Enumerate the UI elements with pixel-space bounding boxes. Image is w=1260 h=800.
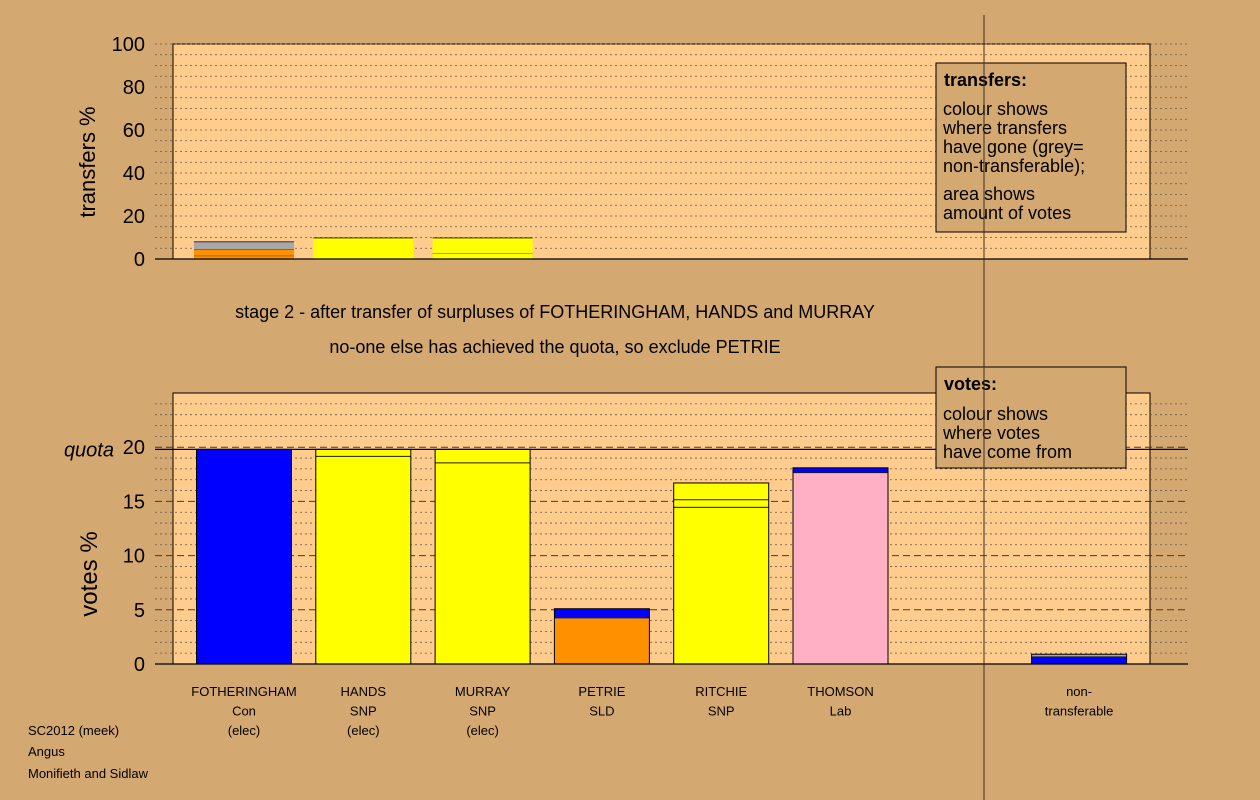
votes-legend-line: where votes <box>942 423 1040 443</box>
votes-bar-segment <box>554 608 650 618</box>
votes-category-label: SNP <box>350 704 377 719</box>
transfers-legend-line: non-transferable); <box>943 156 1085 176</box>
transfers-ytick-label: 80 <box>123 77 145 99</box>
votes-bar-segment <box>673 482 769 500</box>
votes-ytick-label: 10 <box>123 546 145 568</box>
stage-description: stage 2 - after transfer of surpluses of… <box>235 302 875 322</box>
votes-category-label: SLD <box>589 704 614 719</box>
votes-category-label: (elec) <box>228 723 261 738</box>
votes-bar-segment <box>315 449 411 456</box>
transfers-legend-line: have gone (grey= <box>943 137 1084 157</box>
transfers-ytick-label: 60 <box>123 120 145 142</box>
votes-legend: votes: colour shows where votes have com… <box>935 366 1127 469</box>
transfers-bar-segment <box>432 237 533 253</box>
votes-category-label: SNP <box>469 704 496 719</box>
votes-plot: 0 5 10 15 20 quota votes % FOTHERINGHAM Con (e… <box>64 366 1188 738</box>
votes-category-label: PETRIE <box>578 684 625 699</box>
votes-legend-line: colour shows <box>943 404 1048 424</box>
transfers-legend-line: where transfers <box>942 118 1067 138</box>
transfers-ylabel: transfers % <box>75 106 100 217</box>
votes-bars <box>196 448 1128 665</box>
transfers-legend-line: area shows <box>943 184 1035 204</box>
votes-category-label: THOMSON <box>807 684 873 699</box>
votes-bar-segment <box>435 449 531 463</box>
votes-category-label: FOTHERINGHAM <box>191 684 296 699</box>
votes-ytick-label: 0 <box>134 654 145 676</box>
footer-council: Angus <box>28 744 65 759</box>
transfers-bar-segment <box>194 249 294 256</box>
votes-category-label: Lab <box>830 704 852 719</box>
votes-bar-segment <box>673 499 769 507</box>
votes-bar-segment <box>673 506 769 664</box>
votes-yticks: 0 5 10 15 20 <box>123 437 145 676</box>
votes-category-label: RITCHIE <box>695 684 747 699</box>
quota-label: quota <box>64 439 114 461</box>
transfers-bar-segment <box>432 252 533 259</box>
votes-ytick-label: 20 <box>123 437 145 459</box>
transfers-bar-segment <box>313 237 414 259</box>
votes-category-label: HANDS <box>341 684 387 699</box>
votes-ylabel: votes % <box>76 531 103 616</box>
votes-bar-segment <box>793 472 888 664</box>
transfers-bars <box>194 237 533 259</box>
votes-category-label: transferable <box>1045 704 1114 719</box>
votes-category-label: non- <box>1066 684 1092 699</box>
votes-category-labels: FOTHERINGHAM Con (elec) HANDS SNP (elec) MURRA… <box>191 684 1113 738</box>
votes-legend-title: votes: <box>944 374 997 394</box>
transfers-ytick-label: 20 <box>123 206 145 228</box>
votes-category-label: MURRAY <box>455 684 511 699</box>
transfers-ytick-label: 40 <box>123 163 145 185</box>
votes-category-label: (elec) <box>466 723 499 738</box>
votes-bar-segment <box>1031 656 1127 664</box>
transfers-legend-box <box>935 62 1127 233</box>
votes-category-label: Con <box>232 704 256 719</box>
transfers-plot: 0 20 40 60 80 100 transfers % transfers: colo… <box>75 34 1188 271</box>
votes-bar-segment <box>1031 654 1127 657</box>
transfers-bar-segment <box>194 241 294 250</box>
transfers-yticks: 0 20 40 60 80 100 <box>112 34 145 271</box>
stage-action: no-one else has achieved the quota, so e… <box>329 337 780 357</box>
transfers-legend: transfers: colour shows where transfers … <box>935 62 1127 233</box>
votes-bar-segment <box>196 449 292 664</box>
votes-legend-line: have come from <box>943 442 1072 462</box>
votes-legend-box <box>935 366 1127 469</box>
votes-ytick-label: 15 <box>123 491 145 513</box>
transfers-ytick-label: 0 <box>134 249 145 271</box>
votes-bar-segment <box>435 462 531 664</box>
votes-category-label: SNP <box>708 704 735 719</box>
footer-election: SC2012 (meek) <box>28 723 119 738</box>
votes-bar-segment <box>793 467 888 473</box>
transfers-legend-line: amount of votes <box>943 203 1071 223</box>
transfers-ytick-label: 100 <box>112 34 145 56</box>
votes-bar-segment <box>315 455 411 664</box>
votes-bar-segment <box>554 617 650 664</box>
transfers-legend-line: colour shows <box>943 99 1048 119</box>
votes-ytick-label: 5 <box>134 600 145 622</box>
votes-category-label: (elec) <box>347 723 380 738</box>
footer-ward: Monifieth and Sidlaw <box>28 766 149 781</box>
transfers-bar-segment <box>194 255 294 259</box>
transfers-legend-title: transfers: <box>944 70 1027 90</box>
